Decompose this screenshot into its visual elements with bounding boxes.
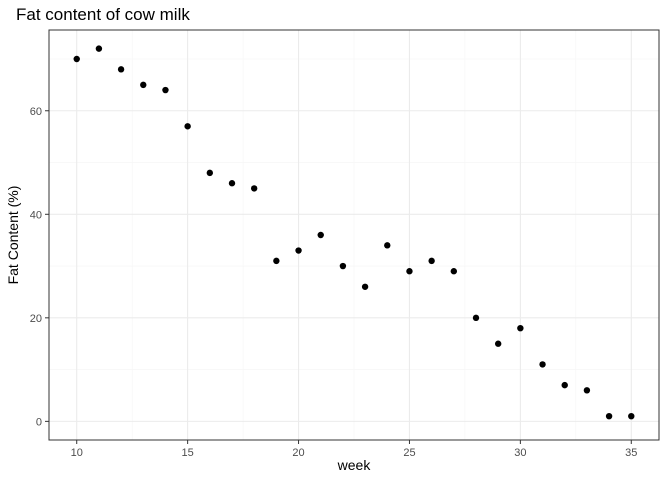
x-tick-label: 10 xyxy=(71,447,83,459)
scatter-points xyxy=(73,45,635,420)
data-point xyxy=(406,268,413,275)
data-point xyxy=(228,180,236,187)
plot-panel-border xyxy=(48,29,660,441)
x-tick-label: 25 xyxy=(403,447,415,459)
data-point xyxy=(472,314,480,322)
data-point xyxy=(140,81,147,89)
data-point xyxy=(317,231,324,239)
data-point xyxy=(450,268,458,275)
data-point xyxy=(95,45,103,52)
x-tick-label: 20 xyxy=(292,447,304,459)
chart-title: Fat content of cow milk xyxy=(16,5,190,24)
x-tick-label: 15 xyxy=(182,447,194,459)
data-point xyxy=(428,257,435,265)
data-point xyxy=(206,169,214,177)
data-point xyxy=(628,412,635,420)
x-tick-label: 35 xyxy=(625,447,637,459)
major-gridlines xyxy=(49,30,659,440)
data-point xyxy=(539,361,546,368)
data-point xyxy=(583,387,591,394)
data-point xyxy=(250,185,258,192)
data-point xyxy=(561,381,568,389)
y-tick-label: 20 xyxy=(30,313,42,325)
data-point xyxy=(162,86,169,94)
data-point xyxy=(605,412,613,420)
data-point xyxy=(517,324,524,332)
y-axis: 0 20 40 60 xyxy=(30,106,49,428)
data-point xyxy=(339,262,347,270)
data-point xyxy=(295,247,302,254)
y-tick-label: 0 xyxy=(36,416,42,428)
data-point xyxy=(361,283,369,290)
x-axis: 10 15 20 25 30 35 xyxy=(71,440,637,459)
x-tick-label: 30 xyxy=(514,447,526,459)
data-point xyxy=(494,340,502,347)
y-tick-label: 40 xyxy=(30,209,42,221)
data-point xyxy=(184,123,191,130)
minor-gridlines xyxy=(49,30,659,440)
data-point xyxy=(73,55,80,63)
data-point xyxy=(273,257,280,265)
data-point xyxy=(117,66,125,73)
y-axis-title: Fat Content (%) xyxy=(5,186,21,285)
x-axis-title: week xyxy=(337,457,372,473)
data-point xyxy=(384,242,391,249)
y-tick-label: 60 xyxy=(30,106,42,118)
